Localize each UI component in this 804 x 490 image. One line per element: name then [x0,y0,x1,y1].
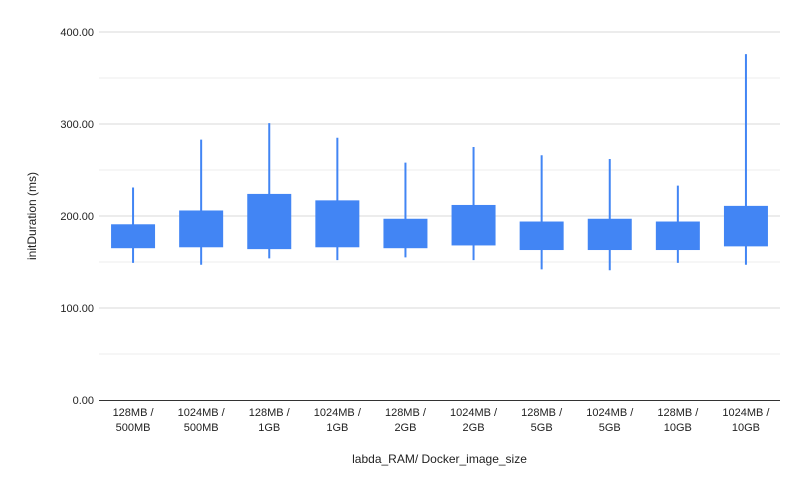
x-tick-label: 1GB [326,422,348,434]
candle-box [383,218,428,249]
candle-box [655,221,700,251]
y-axis-tick-labels: 0.00 100.00 200.00 300.00 400.00 [60,27,94,407]
x-tick-label: 128MB / [657,407,699,419]
x-tick-label: 10GB [732,422,760,434]
candle-box [723,205,768,247]
x-tick-label: 128MB / [249,407,291,419]
x-tick-label: 1024MB / [722,407,770,419]
candle-box [111,224,156,249]
candle-box [519,221,564,251]
x-tick-label: 128MB / [113,407,155,419]
x-tick-label: 128MB / [521,407,563,419]
x-tick-label: 1024MB / [314,407,362,419]
x-tick-label: 2GB [394,422,416,434]
x-tick-label: 500MB [184,422,219,434]
candle-box [587,218,632,251]
candlestick-marks [111,54,768,271]
x-tick-label: 1024MB / [178,407,226,419]
y-tick-label: 100.00 [60,303,94,315]
candle-box [451,204,496,246]
y-tick-label: 300.00 [60,119,94,131]
x-tick-label: 1024MB / [450,407,498,419]
y-axis-title: initDuration (ms) [25,172,39,260]
x-tick-label: 128MB / [385,407,427,419]
candle-box [315,200,360,248]
y-tick-label: 0.00 [73,395,94,407]
x-tick-label: 500MB [116,422,151,434]
x-tick-label: 10GB [664,422,692,434]
x-tick-label: 2GB [463,422,485,434]
candle-box [247,193,292,250]
x-tick-label: 1024MB / [586,407,634,419]
x-tick-label: 1GB [258,422,280,434]
x-axis-title: labda_RAM/ Docker_image_size [352,452,527,466]
y-tick-label: 400.00 [60,27,94,39]
x-axis-tick-labels: 128MB / 500MB 1024MB / 500MB 128MB / 1GB 1024M… [113,407,771,434]
y-tick-label: 200.00 [60,211,94,223]
candle-box [179,210,224,248]
x-tick-label: 5GB [599,422,621,434]
x-tick-label: 5GB [531,422,553,434]
